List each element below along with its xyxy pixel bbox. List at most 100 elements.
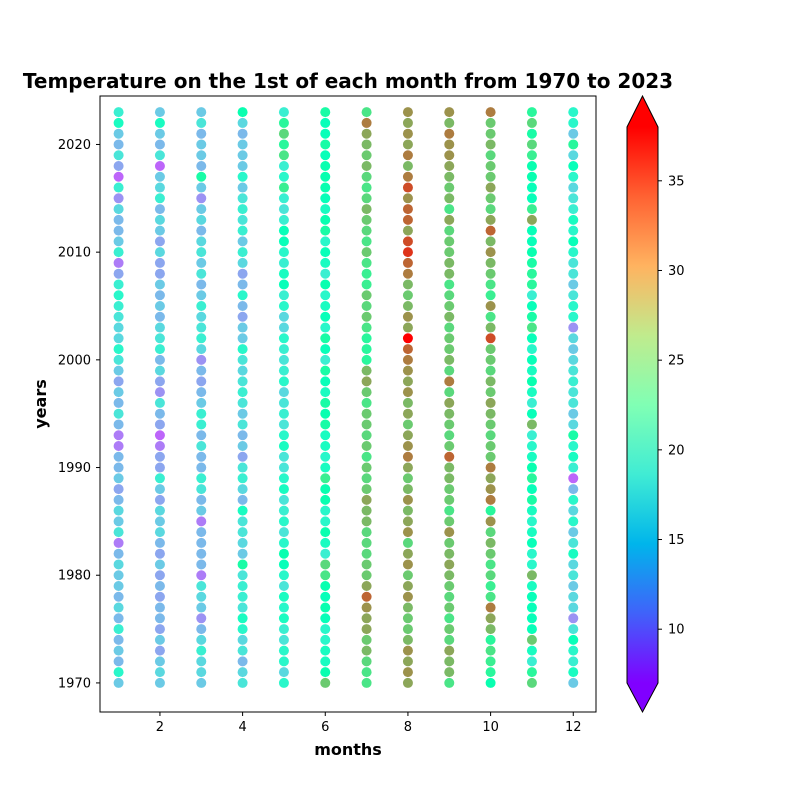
data-point bbox=[444, 645, 455, 656]
data-point bbox=[444, 677, 455, 688]
data-point bbox=[196, 193, 207, 204]
data-point bbox=[444, 117, 455, 128]
data-point bbox=[361, 441, 372, 451]
data-point bbox=[278, 322, 289, 333]
data-point bbox=[278, 677, 289, 688]
x-tick-label: 2 bbox=[156, 720, 164, 735]
data-point bbox=[278, 344, 289, 355]
data-point bbox=[526, 419, 537, 430]
data-point bbox=[154, 301, 165, 311]
data-point bbox=[278, 419, 289, 430]
data-point bbox=[237, 441, 248, 451]
data-point bbox=[278, 473, 289, 484]
data-point bbox=[526, 527, 537, 538]
data-point bbox=[485, 505, 496, 516]
data-point bbox=[568, 311, 579, 322]
data-point bbox=[154, 645, 165, 656]
data-point bbox=[568, 301, 579, 311]
data-point bbox=[444, 107, 455, 118]
data-point bbox=[361, 311, 372, 322]
data-point bbox=[402, 333, 413, 344]
data-point bbox=[320, 193, 331, 204]
x-axis-label: months bbox=[314, 740, 382, 759]
data-point bbox=[278, 257, 289, 268]
colorbar-min-extension bbox=[627, 683, 658, 712]
data-point bbox=[526, 570, 537, 581]
data-point bbox=[237, 150, 248, 161]
data-point bbox=[320, 139, 331, 150]
data-point bbox=[278, 117, 289, 128]
data-point bbox=[444, 257, 455, 268]
x-tick-label: 6 bbox=[321, 720, 329, 735]
data-point bbox=[526, 505, 537, 516]
data-point bbox=[320, 182, 331, 193]
data-point bbox=[196, 311, 207, 322]
data-point bbox=[113, 182, 124, 193]
data-point bbox=[237, 161, 248, 171]
data-point bbox=[361, 419, 372, 430]
data-point bbox=[568, 257, 579, 268]
data-point bbox=[113, 128, 124, 139]
data-point bbox=[320, 527, 331, 538]
data-point bbox=[113, 451, 124, 462]
data-point bbox=[237, 656, 248, 667]
data-point bbox=[402, 419, 413, 430]
data-point bbox=[113, 333, 124, 344]
data-point bbox=[361, 139, 372, 150]
data-point bbox=[526, 591, 537, 602]
data-point bbox=[485, 182, 496, 193]
data-point bbox=[113, 236, 124, 247]
data-point bbox=[154, 505, 165, 516]
data-point bbox=[320, 290, 331, 301]
x-axis-ticks: 2 4 6 8 10 12 bbox=[156, 712, 582, 735]
data-point bbox=[113, 268, 124, 279]
data-point bbox=[113, 376, 124, 387]
data-point bbox=[154, 182, 165, 193]
data-point bbox=[320, 150, 331, 161]
data-point bbox=[154, 397, 165, 408]
data-point bbox=[444, 322, 455, 333]
data-point bbox=[196, 613, 207, 624]
data-point bbox=[402, 150, 413, 161]
data-point bbox=[444, 516, 455, 527]
data-point bbox=[237, 247, 248, 258]
colorbar-ticks: 10 15 20 25 30 35 bbox=[658, 174, 685, 638]
data-point bbox=[237, 257, 248, 268]
data-point bbox=[320, 107, 331, 118]
data-point bbox=[278, 581, 289, 591]
data-point bbox=[237, 473, 248, 484]
data-point bbox=[526, 451, 537, 462]
data-point bbox=[278, 354, 289, 365]
data-point bbox=[113, 667, 124, 678]
data-point bbox=[485, 473, 496, 484]
data-point bbox=[154, 247, 165, 258]
data-point bbox=[278, 171, 289, 182]
data-point bbox=[196, 376, 207, 387]
data-point bbox=[237, 279, 248, 290]
data-point bbox=[196, 441, 207, 451]
data-point bbox=[444, 570, 455, 581]
data-point bbox=[154, 624, 165, 635]
data-point bbox=[526, 290, 537, 301]
data-point bbox=[237, 214, 248, 225]
data-point bbox=[320, 301, 331, 311]
data-point bbox=[568, 376, 579, 387]
data-point bbox=[237, 602, 248, 613]
data-point bbox=[196, 236, 207, 247]
data-point bbox=[402, 559, 413, 570]
data-point bbox=[113, 505, 124, 516]
data-point bbox=[485, 279, 496, 290]
data-point bbox=[526, 214, 537, 225]
data-point bbox=[361, 677, 372, 688]
data-point bbox=[278, 516, 289, 527]
data-point bbox=[568, 634, 579, 645]
data-point bbox=[278, 494, 289, 505]
data-point bbox=[568, 268, 579, 279]
y-tick-label: 2010 bbox=[58, 246, 91, 261]
data-point bbox=[196, 204, 207, 215]
data-point bbox=[402, 527, 413, 538]
data-point bbox=[196, 365, 207, 376]
data-point bbox=[278, 408, 289, 419]
data-point bbox=[485, 451, 496, 462]
data-point bbox=[237, 591, 248, 602]
